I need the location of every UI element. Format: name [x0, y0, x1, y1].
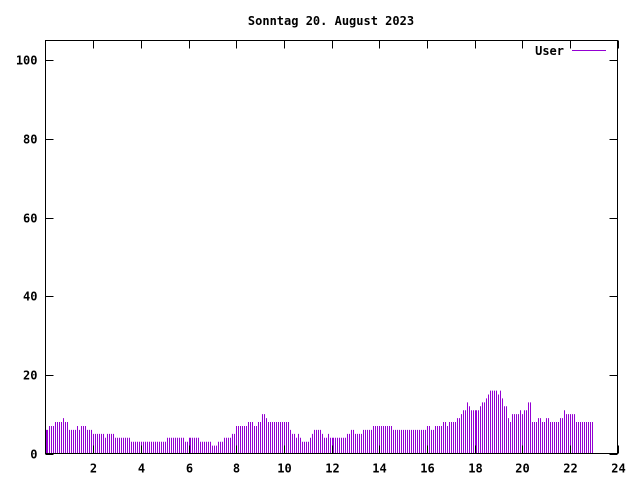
x-tick-label: 6	[186, 462, 193, 476]
chart-title: Sonntag 20. August 2023	[248, 14, 414, 28]
data-bars	[46, 390, 593, 454]
y-tick-label: 80	[23, 133, 37, 147]
x-tick-label: 22	[563, 462, 577, 476]
plot-frame	[45, 40, 618, 454]
y-tick-label: 40	[23, 290, 37, 304]
y-tick-label: 100	[16, 54, 38, 68]
x-tick-label: 16	[420, 462, 434, 476]
y-tick-label: 60	[23, 212, 37, 226]
y-tick-label: 20	[23, 369, 37, 383]
legend: User	[535, 44, 606, 58]
legend-label: User	[535, 44, 564, 58]
x-tick-label: 18	[468, 462, 482, 476]
x-axis: 2 4 6 8 10 12 14 16 18 20 22 24	[90, 40, 626, 476]
x-tick-label: 14	[372, 462, 386, 476]
x-tick-label: 20	[515, 462, 529, 476]
x-tick-label: 4	[138, 462, 145, 476]
y-tick-label: 0	[30, 448, 37, 462]
x-tick-label: 2	[90, 462, 97, 476]
y-axis: 0 20 40 60 80 100	[16, 54, 618, 462]
x-tick-label: 24	[611, 462, 625, 476]
x-tick-label: 10	[277, 462, 291, 476]
x-tick-label: 8	[233, 462, 240, 476]
x-tick-label: 12	[325, 462, 339, 476]
